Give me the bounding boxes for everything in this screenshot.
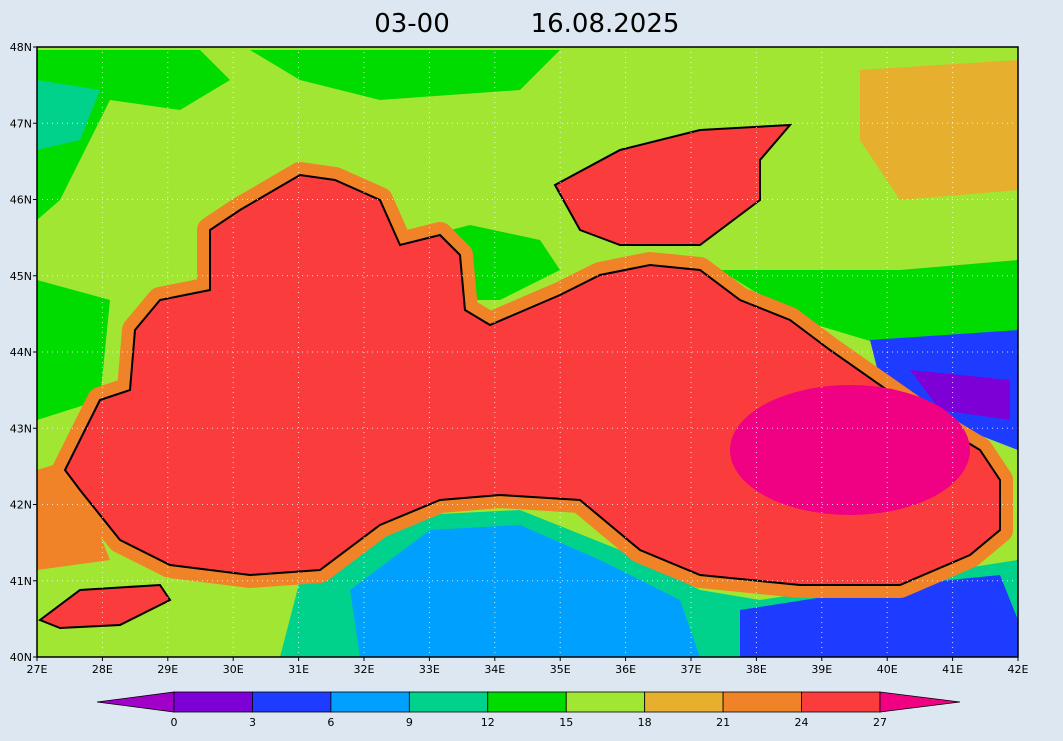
colorbar-label: 3 <box>249 716 256 729</box>
colorbar: 0 3 6 9 12 15 18 21 24 27 <box>96 691 961 729</box>
colorbar-box <box>722 691 802 713</box>
field-patch <box>37 460 110 570</box>
colorbar-label: 6 <box>327 716 334 729</box>
lat-label: 45N <box>10 270 32 283</box>
colorbar-label: 15 <box>559 716 573 729</box>
lon-label: 41E <box>942 663 963 676</box>
colorbar-under <box>96 691 175 713</box>
lon-label: 37E <box>681 663 702 676</box>
axis-labels: 27E 28E 29E 30E 31E 32E 33E 34E 35E 36E 37E 38E 39E 4… <box>10 41 1029 676</box>
colorbar-label: 24 <box>795 716 809 729</box>
warm-patch <box>730 385 970 515</box>
sea-of-marmara <box>37 583 172 630</box>
lon-label: 33E <box>419 663 440 676</box>
lat-label: 48N <box>10 41 32 54</box>
colorbar-box <box>173 691 253 713</box>
colorbar-box <box>801 691 881 713</box>
sea-of-azov <box>553 123 793 246</box>
lat-label: 44N <box>10 346 32 359</box>
colorbar-label: 9 <box>406 716 413 729</box>
lat-label: 46N <box>10 194 32 207</box>
lon-label: 34E <box>484 663 505 676</box>
colorbar-label: 27 <box>873 716 887 729</box>
lat-label: 47N <box>10 117 32 130</box>
lat-label: 42N <box>10 499 32 512</box>
field-patch <box>860 60 1018 200</box>
lon-label: 32E <box>354 663 375 676</box>
lat-label: 43N <box>10 422 32 435</box>
colorbar-label: 12 <box>481 716 495 729</box>
lat-label: 40N <box>10 651 32 664</box>
colorbar-label: 0 <box>171 716 178 729</box>
lon-label: 31E <box>288 663 309 676</box>
field-patch <box>37 280 110 420</box>
colorbar-label: 18 <box>638 716 652 729</box>
title-time: 03-00 <box>374 9 450 39</box>
lon-label: 36E <box>615 663 636 676</box>
colorbar-over <box>879 691 961 713</box>
lon-label: 39E <box>811 663 832 676</box>
colorbar-box <box>408 691 489 713</box>
title: 03-00 16.08.2025 <box>374 9 679 39</box>
lon-label: 42E <box>1008 663 1029 676</box>
field-patch <box>37 80 100 150</box>
field-patch <box>350 525 700 657</box>
colorbar-box <box>565 691 646 713</box>
lon-label: 30E <box>223 663 244 676</box>
field-patch <box>910 370 1010 420</box>
colorbar-label: 21 <box>716 716 730 729</box>
lon-label: 29E <box>157 663 178 676</box>
field-patch <box>250 50 560 100</box>
lon-label: 28E <box>92 663 113 676</box>
field-patch <box>740 575 1018 657</box>
title-date: 16.08.2025 <box>531 9 680 39</box>
colorbar-box <box>252 691 332 713</box>
lon-label: 38E <box>746 663 767 676</box>
lon-label: 40E <box>877 663 898 676</box>
lon-label: 35E <box>550 663 571 676</box>
colorbar-box <box>330 691 410 713</box>
lat-label: 41N <box>10 575 32 588</box>
colorbar-box <box>644 691 724 713</box>
colorbar-box <box>487 691 567 713</box>
lon-label: 27E <box>27 663 48 676</box>
